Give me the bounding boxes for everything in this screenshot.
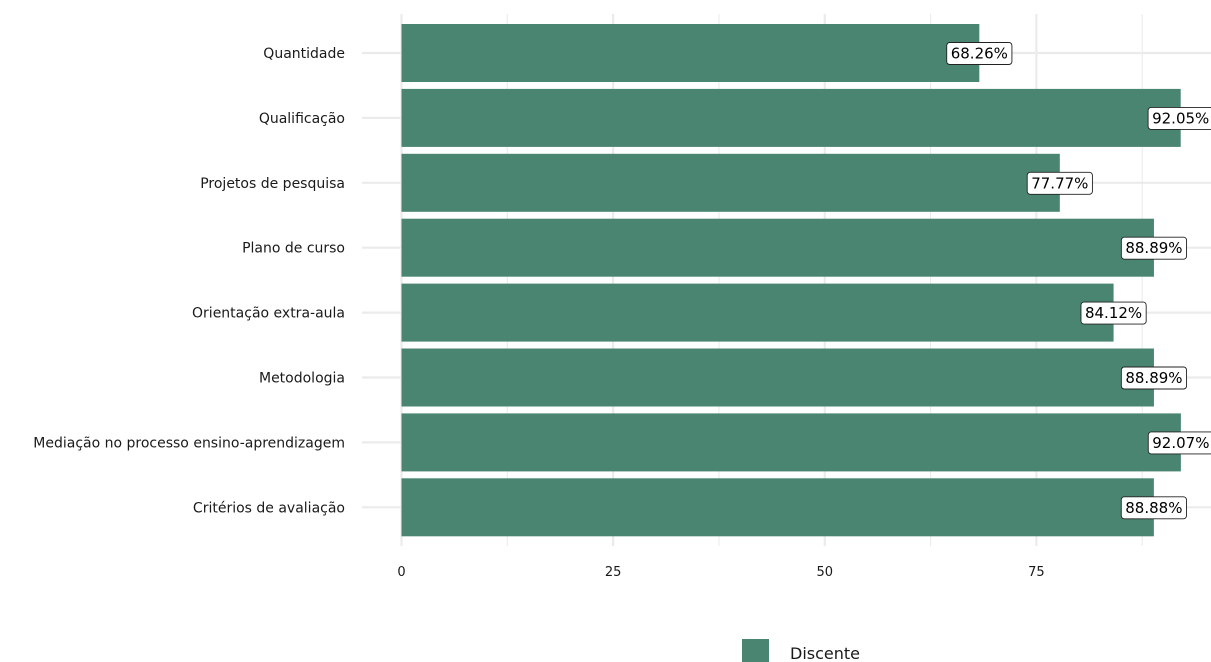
category-label: Quantidade [263,46,345,62]
bar [401,478,1154,537]
bar [401,348,1154,407]
category-label: Metodologia [259,371,345,387]
data-label-box [1120,496,1187,520]
data-label-box [1026,171,1093,195]
data-label-text: 88.89% [1125,239,1182,257]
data-label-text: 88.88% [1125,499,1182,517]
data-label: 68.26% [946,42,1013,65]
data-label-box [1120,236,1188,260]
data-label: 77.77% [1026,171,1093,195]
data-label-text: 84.12% [1085,304,1142,322]
x-tick-label: 75 [1028,565,1045,580]
data-label-text: 88.89% [1125,369,1182,387]
data-label: 92.05% [1147,106,1211,130]
x-tick-label: 50 [816,565,833,580]
data-label-text: 77.77% [1031,174,1088,192]
bar [401,153,1060,212]
data-label: 88.89% [1120,236,1188,260]
data-label-text: 68.26% [951,45,1008,63]
data-label-box [1147,431,1211,455]
legend: Discente [742,639,860,662]
data-labels: 68.26% 92.05% 77.77% 88.89% 84.12% 88.89% 92.0… [946,42,1211,520]
data-label-box [1080,301,1147,325]
category-labels: Quantidade Qualificação Projetos de pesqui… [33,46,345,516]
category-label: Mediação no processo ensino-aprendizagem [33,435,345,451]
data-label-box [1120,366,1188,390]
category-label: Critérios de avaliação [193,500,345,516]
x-axis-ticks: 0 25 50 75 [397,565,1044,580]
bar [401,413,1181,472]
data-label: 84.12% [1080,301,1147,325]
x-tick-label: 25 [605,565,622,580]
category-label: Plano de curso [242,241,345,257]
bar [401,88,1181,147]
data-label-text: 92.05% [1152,109,1209,127]
data-label-box [946,42,1013,65]
category-label: Projetos de pesquisa [200,176,345,192]
data-label: 88.89% [1120,366,1188,390]
bar [401,283,1114,342]
data-label: 92.07% [1147,431,1211,455]
bar [401,218,1154,277]
bars [401,24,1181,537]
bar [401,24,980,82]
data-label: 88.88% [1120,496,1187,520]
data-label-text: 92.07% [1152,434,1209,452]
data-label-box [1147,106,1211,130]
legend-key-discente [742,639,769,662]
legend-label-discente: Discente [790,644,860,662]
x-tick-label: 0 [397,565,405,580]
category-label: Qualificação [259,111,345,127]
category-label: Orientação extra-aula [192,306,345,322]
